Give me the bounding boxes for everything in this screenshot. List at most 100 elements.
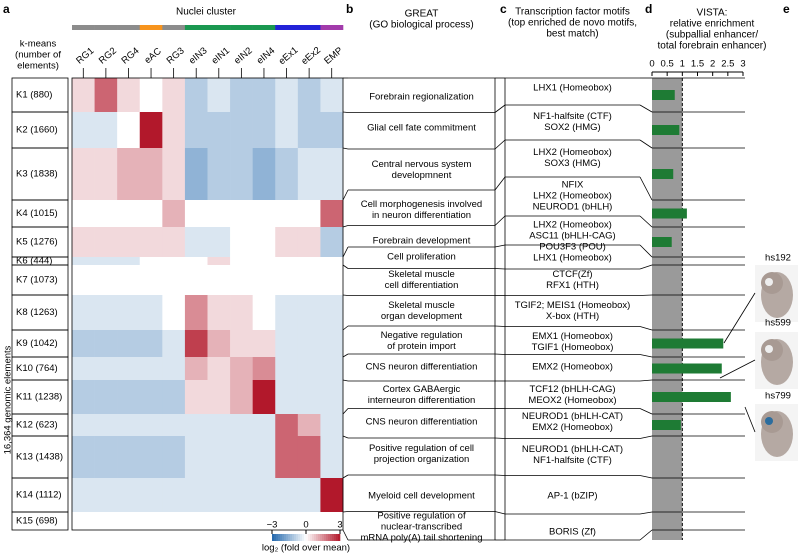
bar xyxy=(652,90,675,100)
heatmap-cell xyxy=(94,112,118,148)
row-text: X-box (HTH) xyxy=(546,311,599,322)
colorbar-step xyxy=(288,534,291,541)
row-text: SOX2 (HMG) xyxy=(544,122,600,133)
column-label: eIN4 xyxy=(255,45,277,66)
heatmap-cell xyxy=(117,330,141,357)
row-text: NF1-halfsite (CTF) xyxy=(533,111,612,122)
connector xyxy=(342,529,349,541)
heatmap-cell xyxy=(297,112,321,148)
connector xyxy=(639,326,653,331)
heatmap-cell xyxy=(320,436,344,478)
cluster-label: K9 (1042) xyxy=(16,338,58,349)
heatmap-cell xyxy=(275,357,299,380)
heatmap-cell xyxy=(72,112,95,148)
connector xyxy=(342,264,349,269)
heatmap-cell xyxy=(275,436,299,478)
heatmap-cell xyxy=(117,148,141,200)
heatmap-cell xyxy=(184,295,208,330)
heatmap-cell xyxy=(139,112,163,148)
row-text: Forebrain regionalization xyxy=(369,92,474,103)
heatmap-cell xyxy=(275,265,299,295)
heatmap-cell xyxy=(207,295,231,330)
row-text: TGIF1 (Homeobox) xyxy=(532,342,614,353)
heatmap-cell xyxy=(72,148,95,200)
heatmap-cell xyxy=(207,265,231,295)
row-text: NEUROD1 (bHLH-CAT) xyxy=(522,411,623,422)
heatmap-cell xyxy=(275,512,299,530)
colorbar-label: log₂ (fold over mean) xyxy=(262,543,350,553)
embryo-stain xyxy=(765,417,773,425)
row-text: cell differentiation xyxy=(385,280,459,291)
heatmap-cell xyxy=(139,295,163,330)
heatmap-cell xyxy=(320,148,344,200)
heatmap-cell xyxy=(184,265,208,295)
connector xyxy=(342,246,349,258)
row-text: BORIS (Zf) xyxy=(549,527,596,538)
heatmap-cell xyxy=(184,200,208,227)
connector xyxy=(494,325,506,327)
row-text: NEUROD1 (bHLH-CAT) xyxy=(522,444,623,455)
x-tick-label: 0.5 xyxy=(661,59,674,70)
connector xyxy=(342,225,349,228)
heatmap-cell xyxy=(252,257,276,265)
row-text: TCF12 (bHLH-CAG) xyxy=(529,384,615,395)
heatmap-cell xyxy=(320,512,344,530)
heatmap-cell xyxy=(184,414,208,436)
heatmap-cell xyxy=(72,295,95,330)
row-text: of protein import xyxy=(387,341,456,352)
cluster-label: K5 (1276) xyxy=(16,237,58,248)
heatmap-cell xyxy=(117,512,141,530)
heatmap-cell xyxy=(72,357,95,380)
heatmap-cell xyxy=(252,265,276,295)
colorbar-step xyxy=(316,534,319,541)
row-text: CNS neuron differentiation xyxy=(366,362,478,373)
connector xyxy=(342,379,349,382)
heatmap-cell xyxy=(94,436,118,478)
cluster-label: K6 (444) xyxy=(16,256,52,267)
bar xyxy=(652,392,731,402)
cluster-color xyxy=(72,25,95,30)
heatmap-cell xyxy=(72,200,95,227)
connector xyxy=(494,268,506,270)
colorbar-step xyxy=(304,534,307,541)
panel-label: a xyxy=(3,2,10,16)
cluster-label: K15 (698) xyxy=(16,516,58,527)
heatmap-cell xyxy=(252,200,276,227)
connector xyxy=(494,176,506,191)
connector xyxy=(639,435,653,439)
heatmap-cell xyxy=(275,227,299,257)
colorbar-step xyxy=(318,534,321,541)
heatmap-cell xyxy=(252,436,276,478)
colorbar-step xyxy=(322,534,325,541)
heatmap-cell xyxy=(320,227,344,257)
heatmap-cell xyxy=(117,78,141,112)
row-text: Cortex GABAergic xyxy=(383,384,461,395)
heatmap-cell xyxy=(320,200,344,227)
connector xyxy=(342,147,349,150)
x-tick-label: 2 xyxy=(710,59,715,70)
heatmap-cell xyxy=(117,436,141,478)
heatmap-cell xyxy=(72,436,95,478)
heatmap-cell xyxy=(184,478,208,512)
row-text: MEOX2 (Homeobox) xyxy=(528,395,616,406)
heatmap-cell xyxy=(275,478,299,512)
connector xyxy=(342,294,349,296)
column-label: eIN2 xyxy=(232,45,254,66)
cluster-label: K13 (1438) xyxy=(16,452,63,463)
colorbar-step xyxy=(314,534,317,541)
heatmap-cell xyxy=(230,436,253,478)
heatmap-cell xyxy=(162,257,186,265)
cluster-label: K3 (1838) xyxy=(16,169,58,180)
cluster-label: K1 (880) xyxy=(16,90,52,101)
connector xyxy=(639,379,653,382)
cluster-color xyxy=(252,25,276,30)
cluster-color xyxy=(94,25,118,30)
heatmap-cell xyxy=(162,414,186,436)
colorbar-step xyxy=(306,534,309,541)
row-text: nuclear-transcribed xyxy=(381,522,462,533)
cluster-label: K11 (1238) xyxy=(16,392,62,403)
connector xyxy=(494,511,506,515)
connector xyxy=(639,244,653,258)
connector xyxy=(342,325,349,331)
colorbar-step xyxy=(330,534,333,541)
